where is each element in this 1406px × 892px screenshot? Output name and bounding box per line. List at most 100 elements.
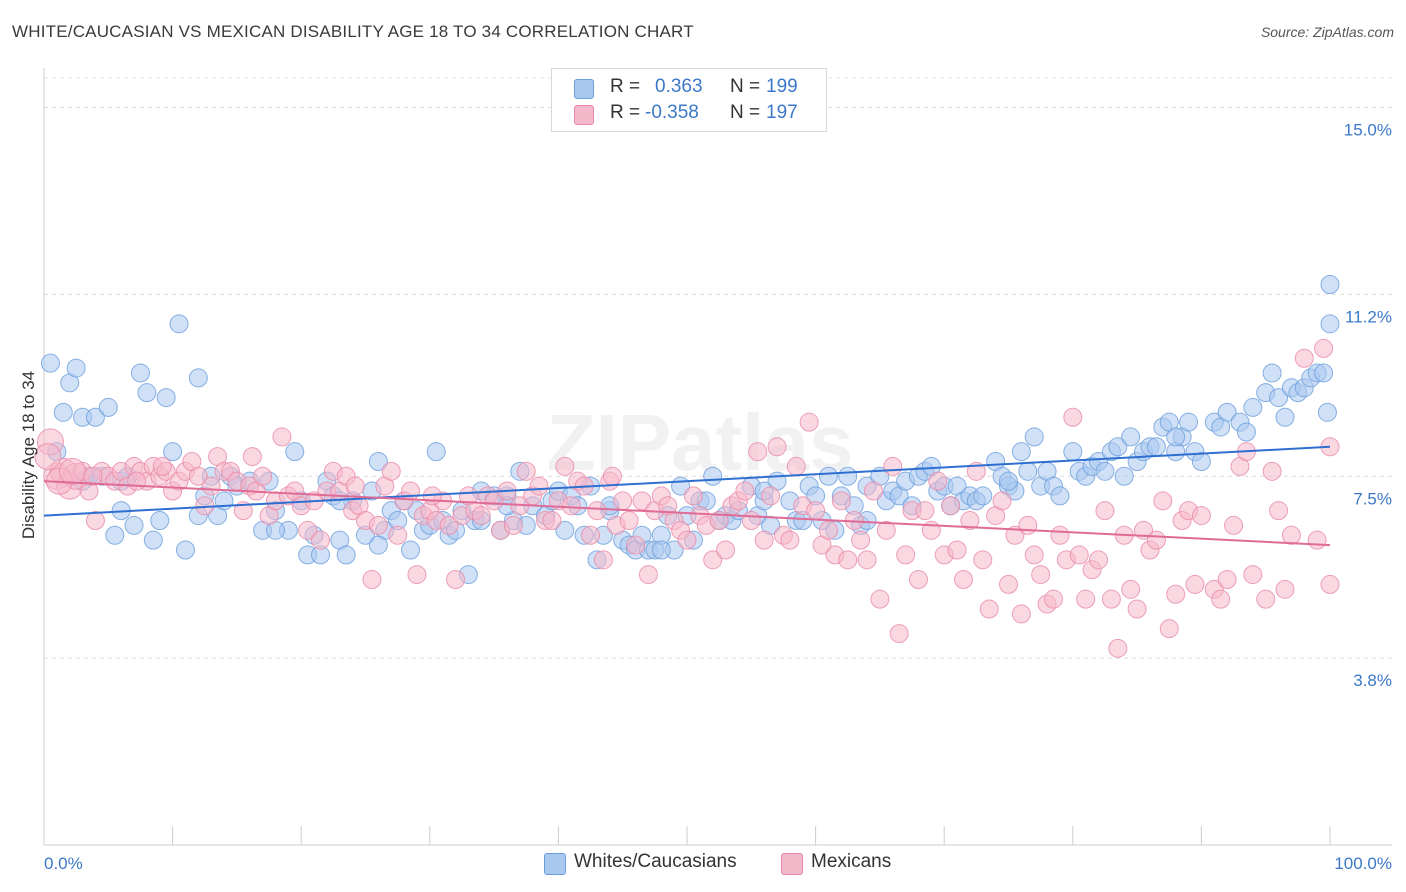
mexicans-point	[632, 491, 652, 511]
mexicans-point	[780, 530, 800, 550]
whites-point	[1179, 412, 1199, 432]
whites-point	[98, 397, 118, 417]
mexicans-point	[741, 511, 761, 530]
mexicans-point	[1044, 589, 1064, 609]
mexicans-point	[947, 540, 967, 560]
mexicans-point	[188, 466, 208, 486]
mexicans-point	[1011, 604, 1031, 624]
mexicans-point	[761, 486, 781, 506]
mexicans-point	[310, 530, 330, 550]
mexicans-point	[368, 515, 388, 535]
mexicans-point	[242, 447, 262, 467]
whites-point	[1269, 388, 1289, 408]
mexicans-point	[709, 511, 729, 530]
legend-n-label: N =	[730, 76, 761, 97]
mexicans-point	[613, 491, 633, 511]
whites-point	[40, 353, 60, 373]
mexicans-point	[1224, 515, 1244, 535]
mexicans-point	[362, 570, 382, 589]
mexicans-point	[201, 476, 221, 496]
mexicans-point	[1095, 501, 1115, 521]
mexicans-point	[915, 501, 935, 521]
mexicans-point	[1262, 461, 1282, 481]
mexicans-point	[58, 457, 86, 485]
mexicans-point	[439, 515, 459, 535]
mexicans-point	[889, 624, 909, 644]
whites-point	[973, 486, 993, 506]
mexicans-point	[581, 525, 601, 545]
legend-n-value: 197	[766, 102, 798, 123]
whites-point	[1262, 363, 1282, 383]
legend-swatch-whites	[574, 79, 594, 99]
whites-point	[150, 511, 170, 530]
mexicans-point	[883, 456, 903, 476]
legend-r-label: R =	[610, 76, 641, 97]
whites-point	[1108, 437, 1128, 457]
legend-row-whites: R = 0.363 N = 199	[552, 76, 826, 102]
mexicans-point	[253, 466, 273, 486]
y-tick-label: 15.0%	[1344, 121, 1392, 140]
mexicans-point	[503, 515, 523, 535]
mexicans-point	[1211, 589, 1231, 609]
mexicans-point	[529, 476, 549, 496]
mexicans-point	[979, 599, 999, 619]
mexicans-point	[1069, 545, 1089, 565]
mexicans-point	[876, 520, 896, 540]
whites-point	[66, 358, 86, 378]
legend-n-value: 199	[766, 76, 798, 97]
mexicans-point	[381, 461, 401, 481]
mexicans-point	[703, 550, 723, 570]
bottom-legend-swatch-whites	[544, 853, 566, 875]
mexicans-point	[152, 456, 172, 476]
mexicans-point	[1307, 530, 1327, 550]
whites-point	[156, 388, 176, 408]
whites-point	[1275, 407, 1295, 427]
x-tick-label-min: 0.0%	[44, 854, 83, 873]
whites-point	[1320, 314, 1340, 334]
whites-point	[137, 383, 157, 403]
mexicans-point	[83, 466, 103, 486]
whites-point	[105, 525, 125, 545]
mexicans-point	[298, 520, 318, 540]
mexicans-point	[999, 574, 1018, 594]
mexicans-point	[1269, 501, 1289, 521]
mexicans-point	[407, 565, 427, 585]
mexicans-point	[34, 443, 62, 471]
chart-title: WHITE/CAUCASIAN VS MEXICAN DISABILITY AG…	[12, 22, 694, 41]
mexicans-point	[1076, 589, 1096, 609]
mexicans-point	[1294, 348, 1314, 368]
mexicans-point	[593, 550, 613, 570]
mexicans-point	[272, 427, 292, 447]
mexicans-point	[602, 466, 622, 486]
mexicans-point	[863, 481, 883, 501]
mexicans-point	[1191, 506, 1211, 526]
whites-point	[175, 540, 195, 560]
whites-point	[1121, 427, 1141, 447]
whites-point	[426, 442, 446, 462]
mexicans-point	[831, 491, 851, 511]
mexicans-point	[928, 471, 948, 491]
mexicans-point	[542, 511, 562, 530]
mexicans-point	[1108, 638, 1128, 658]
whites-point	[1146, 437, 1166, 457]
whites-point	[1217, 402, 1237, 422]
whites-point	[1114, 466, 1134, 486]
mexicans-point	[806, 501, 826, 521]
y-tick-label: 11.2%	[1345, 307, 1392, 326]
legend-r-value: 0.363	[655, 76, 703, 97]
whites-point	[401, 540, 421, 560]
whites-point	[285, 442, 305, 462]
whites-point	[1236, 422, 1256, 442]
mexicans-point	[870, 589, 890, 609]
whites-point	[188, 368, 208, 388]
mexicans-point	[127, 471, 147, 491]
whites-point	[1024, 427, 1044, 447]
mexicans-point	[786, 456, 806, 476]
whites-point	[1011, 442, 1031, 462]
whites-point	[130, 363, 150, 383]
mexicans-point	[716, 540, 736, 560]
mexicans-point	[748, 442, 768, 462]
mexicans-point	[446, 570, 466, 589]
whites-point	[336, 545, 356, 565]
mexicans-point	[1217, 570, 1237, 589]
